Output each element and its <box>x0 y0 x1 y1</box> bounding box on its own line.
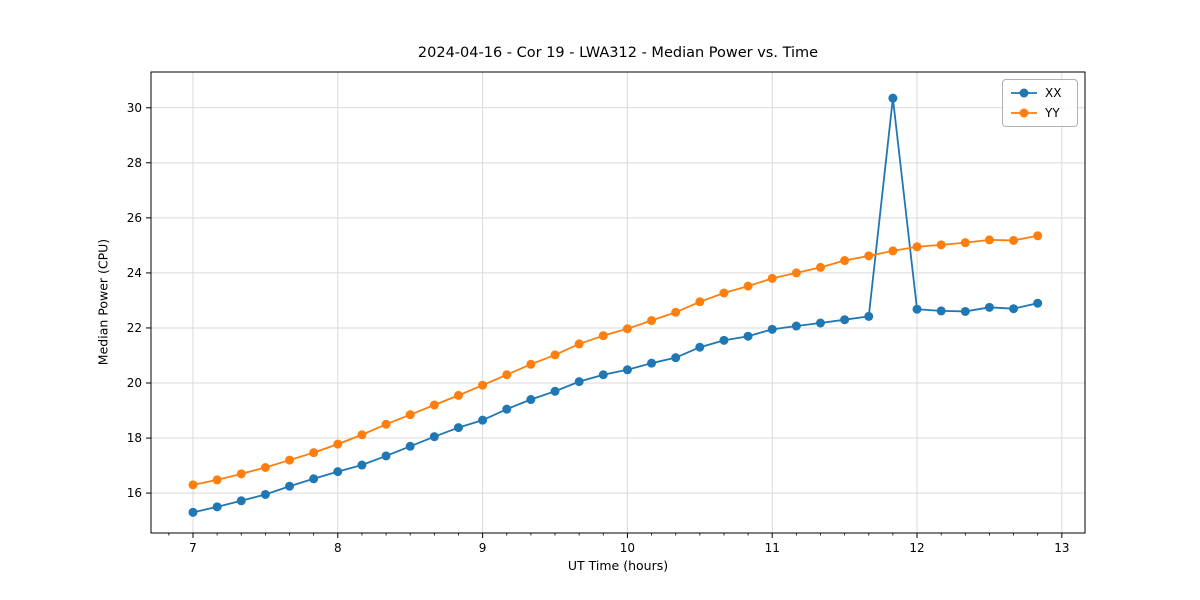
x-tick-label: 11 <box>764 541 780 555</box>
series-yy-marker <box>815 262 825 272</box>
series-yy-marker <box>936 240 946 250</box>
series-xx-marker <box>574 377 584 387</box>
series-xx-marker <box>671 353 681 363</box>
series-xx-marker <box>815 318 825 328</box>
x-tick-label: 8 <box>333 541 342 555</box>
series-xx-marker <box>719 335 729 345</box>
y-tick-label: 20 <box>126 376 142 390</box>
series-xx-marker <box>526 395 536 405</box>
y-tick-label: 28 <box>126 155 142 170</box>
series-xx-marker <box>502 404 512 414</box>
series-xx-marker <box>333 467 343 477</box>
series-xx-marker <box>743 331 753 341</box>
y-tick-label: 24 <box>126 265 142 280</box>
series-xx-marker <box>647 358 657 368</box>
series-xx-marker <box>453 423 463 433</box>
series-yy-marker <box>550 350 560 360</box>
series-xx-marker <box>767 324 777 334</box>
x-tick-label: 12 <box>909 541 925 555</box>
series-xx-marker <box>888 93 898 103</box>
x-tick-label: 10 <box>619 541 636 555</box>
series-xx-marker <box>309 474 319 484</box>
series-yy-marker <box>791 268 801 278</box>
y-tick-label: 30 <box>126 100 142 115</box>
series-yy-marker <box>1009 235 1019 245</box>
series-xx-marker <box>840 315 850 325</box>
x-tick-label: 9 <box>478 541 487 555</box>
series-xx-marker <box>936 306 946 316</box>
series-xx-marker <box>960 306 970 316</box>
series-xx-marker <box>550 386 560 396</box>
series-xx-marker <box>212 502 222 512</box>
series-yy-marker <box>671 307 681 317</box>
series-xx-marker <box>381 451 391 461</box>
axes-spines <box>150 71 1086 534</box>
series-yy-marker <box>719 288 729 298</box>
series-yy-marker <box>478 380 488 390</box>
series-yy-marker <box>285 455 295 465</box>
series-yy-marker <box>188 480 198 490</box>
y-tick-label: 22 <box>126 320 142 335</box>
series-yy-marker <box>574 339 584 349</box>
series-yy-marker <box>695 297 705 307</box>
series-yy-marker <box>405 410 415 420</box>
series-yy-marker <box>767 273 777 283</box>
series-yy-marker <box>984 235 994 245</box>
series-xx-marker <box>695 342 705 352</box>
series-yy-marker <box>864 251 874 261</box>
series-xx-marker <box>429 432 439 442</box>
legend-item-yy: YY <box>1010 105 1069 121</box>
legend-swatch-yy-icon <box>1011 108 1037 118</box>
series-xx-marker <box>260 489 270 499</box>
series-xx-marker <box>912 304 922 314</box>
series-yy-marker <box>1033 231 1043 241</box>
legend-label-yy: YY <box>1045 106 1060 120</box>
series-yy-marker <box>309 448 319 458</box>
series-xx-marker <box>405 441 415 451</box>
x-tick-label: 7 <box>189 541 197 555</box>
series-xx-marker <box>791 321 801 331</box>
series-yy-marker <box>888 246 898 256</box>
series-xx-marker <box>622 365 632 375</box>
series-yy-marker <box>236 469 246 479</box>
series-yy-marker <box>960 238 970 248</box>
series-xx-marker <box>478 415 488 425</box>
series-xx-marker <box>285 481 295 491</box>
x-axis-label: UT Time (hours) <box>567 558 669 573</box>
series-yy-marker <box>647 316 657 326</box>
y-tick-label: 16 <box>126 486 142 501</box>
series-yy-marker <box>429 400 439 410</box>
series-xx-marker <box>864 311 874 321</box>
series-xx-marker <box>188 507 198 517</box>
x-tick-label: 13 <box>1054 541 1070 555</box>
series-yy-marker <box>502 370 512 380</box>
series-xx-marker <box>236 496 246 506</box>
series-yy-marker <box>333 439 343 449</box>
series-yy-marker <box>912 242 922 252</box>
series-yy-marker <box>357 430 367 440</box>
series-xx-marker <box>1033 298 1043 308</box>
series-yy-marker <box>743 281 753 291</box>
legend-swatch-xx-icon <box>1011 88 1037 98</box>
series-yy-marker <box>381 419 391 429</box>
y-tick-label: 18 <box>126 431 142 446</box>
series-yy-marker <box>526 359 536 369</box>
y-tick-label: 26 <box>126 210 142 225</box>
series-xx-marker <box>984 302 994 312</box>
series-yy-marker <box>260 462 270 472</box>
series-yy-marker <box>598 331 608 341</box>
legend-item-xx: XX <box>1010 85 1069 101</box>
chart-title: 2024-04-16 - Cor 19 - LWA312 - Median Po… <box>417 45 819 61</box>
legend: XX YY <box>1002 79 1078 127</box>
series-yy-marker <box>453 390 463 400</box>
legend-label-xx: XX <box>1045 86 1062 100</box>
series-yy-marker <box>212 475 222 485</box>
series-yy-marker <box>622 324 632 334</box>
series-xx-marker <box>1009 304 1019 314</box>
series-xx-marker <box>357 460 367 470</box>
series-yy-marker <box>840 256 850 266</box>
series-xx-marker <box>598 370 608 380</box>
